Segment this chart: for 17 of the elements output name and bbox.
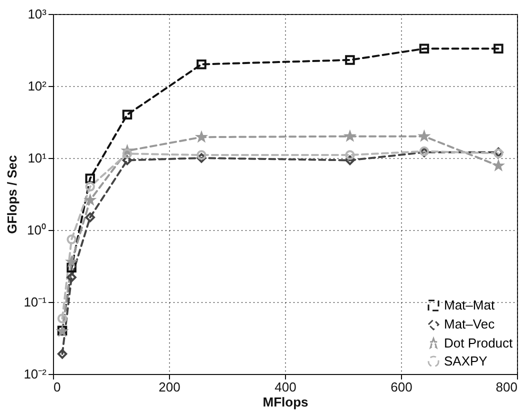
x-tick-label: 0 bbox=[54, 380, 61, 394]
y-tick-label: 10⁰ bbox=[27, 222, 46, 238]
legend-label: Dot Product bbox=[444, 336, 514, 350]
y-tick-label: 10² bbox=[28, 78, 48, 94]
x-axis-title: MFlops bbox=[262, 394, 308, 410]
y-axis-title: GFlops / Sec bbox=[4, 155, 20, 234]
legend-label: Mat–Mat bbox=[444, 298, 495, 312]
x-tick-label: 600 bbox=[390, 380, 412, 394]
legend-label: Mat–Vec bbox=[444, 316, 496, 332]
y-tick-label: 10¹ bbox=[28, 150, 48, 166]
y-tick-label: 10⁻¹ bbox=[24, 294, 48, 310]
y-tick-label: 10³ bbox=[28, 6, 48, 22]
y-tick-label: 10⁻² bbox=[24, 366, 48, 382]
x-tick-label: 800 bbox=[496, 380, 518, 394]
x-tick-label: 200 bbox=[158, 380, 180, 394]
legend-label: SAXPY bbox=[444, 354, 488, 368]
x-tick-label: 400 bbox=[274, 380, 296, 394]
